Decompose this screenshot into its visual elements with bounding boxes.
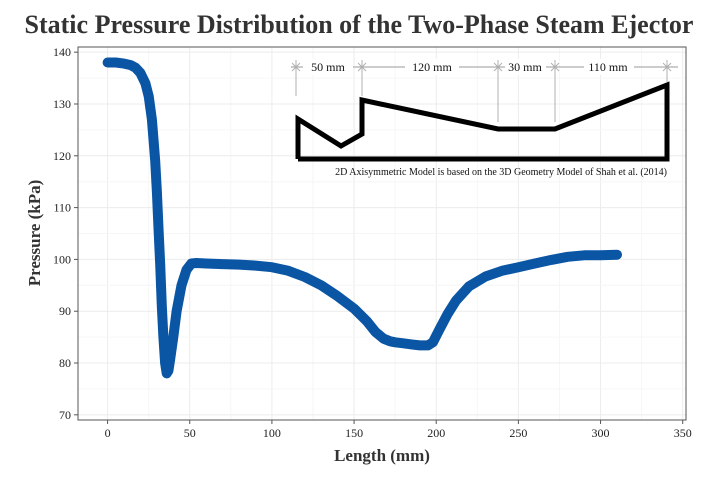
y-tick-label: 100 — [53, 252, 71, 266]
x-axis: 0 50 100 150 200 250 300 350 — [105, 420, 692, 440]
x-tick-label: 300 — [592, 426, 610, 440]
dimension-label-bg — [505, 59, 546, 75]
dimension-label-bg — [584, 59, 634, 75]
geometry-note: 2D Axisymmetric Model is based on the 3D… — [335, 167, 667, 178]
dimension-arrow — [493, 62, 503, 72]
ejector-outline — [295, 81, 670, 162]
y-tick-label: 130 — [53, 97, 71, 111]
y-tick-label: 80 — [59, 356, 71, 370]
chart-title: Static Pressure Distribution of the Two-… — [25, 10, 694, 39]
y-axis: 70 80 90 100 110 120 130 140 — [53, 45, 78, 422]
dimension-arrow — [550, 62, 560, 72]
dimension-label-bg — [405, 59, 459, 75]
y-tick-label: 70 — [59, 408, 71, 422]
y-axis-label: Pressure (kPa) — [25, 180, 44, 287]
plot-border — [77, 46, 687, 421]
x-tick-label: 100 — [263, 426, 281, 440]
dimension-arrow — [291, 62, 301, 72]
x-tick-label: 0 — [105, 426, 111, 440]
x-axis-label: Length (mm) — [334, 446, 430, 465]
y-tick-label: 110 — [53, 201, 71, 215]
dimension-label-segment-1: 50 mm — [311, 60, 345, 74]
x-tick-label: 50 — [184, 426, 196, 440]
x-tick-label: 350 — [674, 426, 692, 440]
y-tick-label: 120 — [53, 149, 71, 163]
dimension-label-segment-3: 30 mm — [508, 60, 542, 74]
dimension-arrow — [357, 62, 367, 72]
pressure-series — [102, 57, 622, 379]
dimension-label-segment-4: 110 mm — [588, 60, 628, 74]
x-tick-label: 250 — [509, 426, 527, 440]
y-tick-label: 90 — [59, 304, 71, 318]
series-line-1 — [102, 57, 622, 379]
y-tick-label: 140 — [53, 45, 71, 59]
dimension-label-bg — [303, 59, 353, 75]
x-tick-label: 200 — [427, 426, 445, 440]
x-tick-label: 150 — [345, 426, 363, 440]
dimension-label-segment-2: 120 mm — [412, 60, 452, 74]
dimension-arrow — [662, 62, 672, 72]
ejector-geometry-inset: 50 mm 120 mm 30 mm 110 mm 2D Axisymmetri… — [291, 59, 678, 178]
